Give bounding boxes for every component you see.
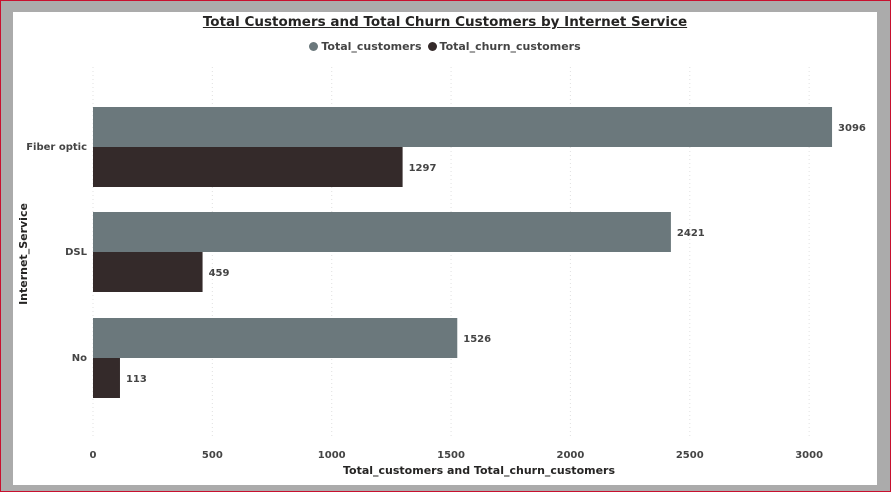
data-label-fiber-optic-total-customers: 3096 [838, 123, 866, 134]
category-label-no: No [72, 353, 87, 364]
legend-item-total-customers[interactable]: Total_customers [309, 40, 422, 53]
x-tick-label-2500: 2500 [676, 450, 704, 461]
bar-fiber-optic-total-customers [93, 107, 833, 147]
bar-dsl-total-churn-customers [93, 252, 203, 292]
x-tick-label-500: 500 [202, 450, 223, 461]
x-axis-title: Total_customers and Total_churn_customer… [343, 464, 615, 477]
legend-label-total-churn-customers: Total_churn_customers [439, 40, 581, 53]
data-label-dsl-total-churn-customers: 459 [209, 268, 230, 279]
x-tick-label-0: 0 [90, 450, 97, 461]
legend-marker-total-customers [309, 42, 319, 51]
category-label-dsl: DSL [65, 247, 88, 258]
data-label-no-total-churn-customers: 113 [126, 374, 147, 385]
x-tick-label-2000: 2000 [556, 450, 584, 461]
chart-card[interactable]: Total Customers and Total Churn Customer… [13, 12, 877, 485]
legend: Total_customers Total_churn_customers [13, 40, 877, 53]
x-tick-label-1500: 1500 [437, 450, 465, 461]
data-label-fiber-optic-total-churn-customers: 1297 [409, 163, 437, 174]
bar-dsl-total-customers [93, 212, 671, 252]
bar-no-total-customers [93, 318, 458, 358]
data-label-dsl-total-customers: 2421 [677, 228, 705, 239]
bar-fiber-optic-total-churn-customers [93, 147, 403, 187]
bar-no-total-churn-customers [93, 358, 120, 398]
legend-item-total-churn-customers[interactable]: Total_churn_customers [427, 40, 581, 53]
x-tick-label-3000: 3000 [795, 450, 823, 461]
plot-area: 0 500 1000 1500 2000 2500 3000 Total_customers … [17, 67, 866, 477]
chart-title: Total Customers and Total Churn Customer… [202, 14, 688, 30]
data-label-no-total-customers: 1526 [463, 334, 491, 345]
legend-label-total-customers: Total_customers [321, 40, 422, 53]
y-axis-title: Internet_Service [17, 203, 30, 305]
legend-marker-total-churn-customers [427, 42, 437, 51]
category-label-fiber-optic: Fiber optic [26, 142, 87, 153]
x-tick-label-1000: 1000 [318, 450, 346, 461]
